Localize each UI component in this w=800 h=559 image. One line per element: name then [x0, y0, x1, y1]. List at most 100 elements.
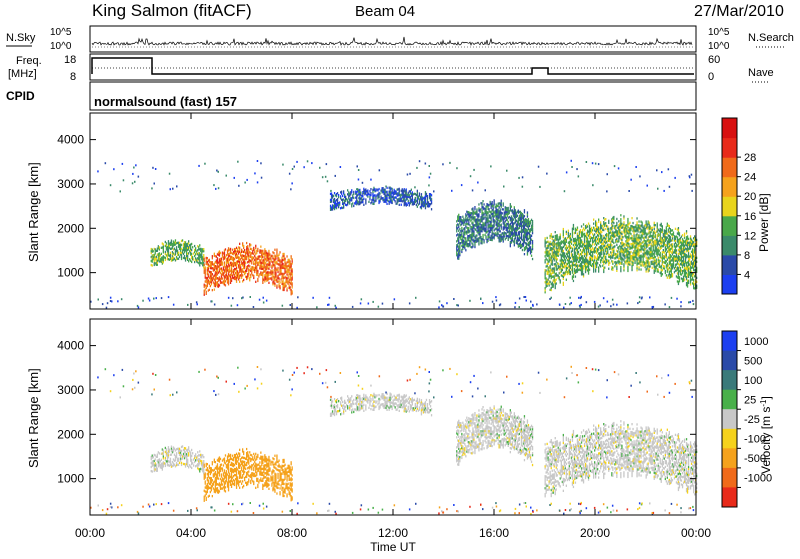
power-cell — [575, 232, 576, 234]
power-cell — [464, 229, 465, 231]
power-cell — [182, 239, 183, 241]
power-cell — [550, 281, 551, 283]
power-cell — [657, 226, 658, 228]
power-cell — [481, 242, 482, 244]
power-cell — [427, 199, 428, 201]
power-cell — [163, 261, 164, 263]
power-cell — [521, 234, 522, 236]
power-cell — [545, 289, 546, 291]
power-cell — [421, 207, 422, 209]
power-cell — [566, 245, 567, 247]
power-cell — [279, 287, 280, 289]
power-cell — [204, 292, 205, 294]
power-cell — [675, 238, 676, 240]
power-cell — [237, 254, 238, 256]
power-cell — [616, 222, 617, 224]
power-cell — [686, 232, 687, 234]
power-cell — [482, 200, 483, 202]
power-cell — [672, 243, 673, 245]
power-cell — [684, 233, 685, 235]
power-cell — [468, 221, 469, 223]
power-cell — [563, 236, 564, 238]
power-cell — [488, 234, 489, 236]
power-cell — [530, 246, 531, 248]
power-cell — [560, 235, 561, 237]
power-cell — [367, 189, 368, 191]
power-cell — [211, 281, 212, 283]
power-cell — [458, 240, 459, 242]
power-cell — [623, 221, 624, 223]
power-cell — [660, 254, 661, 256]
power-cell — [222, 277, 223, 279]
power-cell — [557, 258, 558, 260]
power-cell — [279, 285, 280, 287]
freq-tick-top: 18 — [64, 54, 76, 66]
power-cell — [532, 226, 533, 228]
power-cell — [228, 277, 229, 279]
power-cell — [613, 248, 614, 250]
power-cell — [511, 241, 512, 243]
power-cell — [532, 230, 533, 232]
power-cell — [573, 280, 574, 282]
power-cell — [292, 268, 293, 270]
power-cell — [465, 249, 466, 251]
date-label: 27/Mar/2010 — [694, 3, 784, 20]
power-cell — [459, 228, 460, 230]
power-cell — [163, 243, 164, 245]
power-cell — [672, 237, 673, 239]
power-cell — [481, 230, 482, 232]
power-cell — [583, 267, 584, 269]
power-cell — [262, 282, 263, 284]
power-cell — [678, 227, 679, 229]
power-cell — [653, 247, 654, 249]
power-cell — [629, 222, 630, 224]
nsearch-label: N.Search — [748, 32, 794, 44]
power-cell — [483, 203, 484, 205]
power-cell — [161, 253, 162, 255]
power-cell — [616, 266, 617, 268]
power-cell — [560, 281, 561, 283]
power-cell — [494, 225, 495, 227]
power-cell — [612, 239, 613, 241]
power-heatmap — [90, 160, 697, 309]
power-cell — [517, 215, 518, 217]
power-cell — [179, 256, 180, 258]
power-cell — [204, 264, 205, 266]
power-cell — [524, 239, 525, 241]
power-cell — [598, 235, 599, 237]
power-cell — [214, 289, 215, 291]
power-cell — [211, 283, 212, 285]
power-cell — [212, 255, 213, 257]
power-cell — [629, 262, 630, 264]
power-cell — [523, 244, 524, 246]
power-cell — [621, 263, 622, 265]
power-cell — [658, 257, 659, 259]
power-cell — [640, 258, 641, 260]
power-cell — [556, 282, 557, 284]
power-cell — [493, 206, 494, 208]
power-cell — [258, 275, 259, 277]
power-cell — [662, 273, 663, 275]
freq-tick-bottom: 8 — [70, 71, 76, 83]
freq-panel — [90, 54, 696, 80]
power-cell — [555, 231, 556, 233]
power-cell — [596, 222, 597, 224]
power-cell — [661, 223, 662, 225]
power-cell — [612, 261, 613, 263]
power-cell — [684, 279, 685, 281]
power-cell — [640, 268, 641, 270]
power-cell — [666, 256, 667, 258]
power-cell — [170, 254, 171, 256]
power-cell — [576, 241, 577, 243]
power-cell — [473, 230, 474, 232]
power-cell — [652, 267, 653, 269]
power-cell — [163, 249, 164, 251]
power-cell — [508, 239, 509, 241]
power-cell — [395, 200, 396, 202]
power-cell — [277, 269, 278, 271]
power-cell — [627, 248, 628, 250]
power-cell — [572, 236, 573, 238]
power-cell — [373, 203, 374, 205]
power-cell — [212, 257, 213, 259]
power-cell — [592, 257, 593, 259]
